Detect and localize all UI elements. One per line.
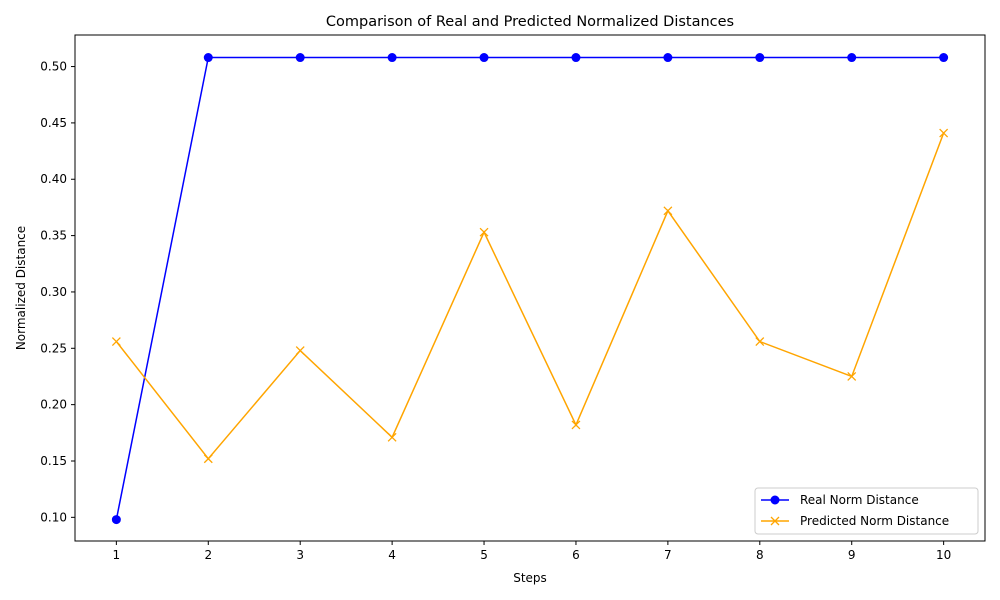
series-line [115, 132, 945, 460]
data-point [111, 337, 121, 346]
x-tick-label: 5 [480, 548, 488, 562]
data-point [203, 454, 213, 464]
data-point [939, 53, 949, 63]
data-point [295, 53, 305, 63]
y-axis-label: Normalized Distance [14, 226, 28, 350]
x-tick-label: 7 [664, 548, 672, 562]
data-point [295, 346, 305, 356]
legend-label: Real Norm Distance [800, 493, 919, 507]
data-point [847, 53, 857, 63]
y-tick-label: 0.50 [40, 60, 67, 74]
data-point [571, 53, 581, 63]
x-axis-label: Steps [513, 571, 547, 585]
y-tick-label: 0.15 [40, 454, 67, 468]
data-point [755, 337, 765, 346]
y-tick-label: 0.30 [40, 285, 67, 299]
y-tick-label: 0.10 [40, 510, 67, 524]
legend: Real Norm Distance Predicted Norm Distanc… [754, 487, 979, 535]
data-point [847, 372, 857, 381]
data-point [939, 128, 949, 138]
data-point [387, 432, 397, 442]
y-axis: 0.10 0.15 0.20 0.25 0.30 0.35 0.40 0.45 0.50 [40, 60, 75, 524]
x-tick-label: 2 [204, 548, 212, 562]
data-point [479, 227, 489, 237]
y-tick-label: 0.40 [40, 172, 67, 186]
x-tick-label: 6 [572, 548, 580, 562]
x-tick-label: 9 [848, 548, 856, 562]
x-tick-label: 3 [296, 548, 304, 562]
series-line [115, 56, 944, 520]
legend-marker [770, 516, 780, 526]
legend-box [754, 487, 979, 535]
y-tick-label: 0.20 [40, 398, 67, 412]
legend-marker [770, 495, 780, 505]
x-tick-label: 10 [936, 548, 951, 562]
data-point [571, 420, 581, 430]
data-point [111, 515, 121, 525]
data-point [663, 206, 673, 216]
data-point [203, 53, 213, 63]
data-point [387, 53, 397, 63]
y-tick-label: 0.35 [40, 229, 67, 243]
chart-title: Comparison of Real and Predicted Normali… [326, 14, 734, 30]
series-layer [111, 53, 949, 525]
x-tick-label: 1 [113, 548, 121, 562]
data-point [479, 53, 489, 63]
x-tick-label: 8 [756, 548, 764, 562]
legend-item: Predicted Norm Distance [761, 514, 949, 528]
y-tick-label: 0.25 [40, 341, 67, 355]
legend-item: Real Norm Distance [761, 493, 919, 507]
series-predicted [111, 128, 949, 464]
data-point [663, 53, 673, 63]
x-axis: 1 2 3 4 5 6 7 8 9 10 [113, 541, 951, 562]
data-point [755, 53, 765, 63]
legend-label: Predicted Norm Distance [800, 514, 949, 528]
y-tick-label: 0.45 [40, 116, 67, 130]
x-tick-label: 4 [388, 548, 396, 562]
series-real [111, 53, 949, 525]
plot-frame [74, 34, 986, 542]
